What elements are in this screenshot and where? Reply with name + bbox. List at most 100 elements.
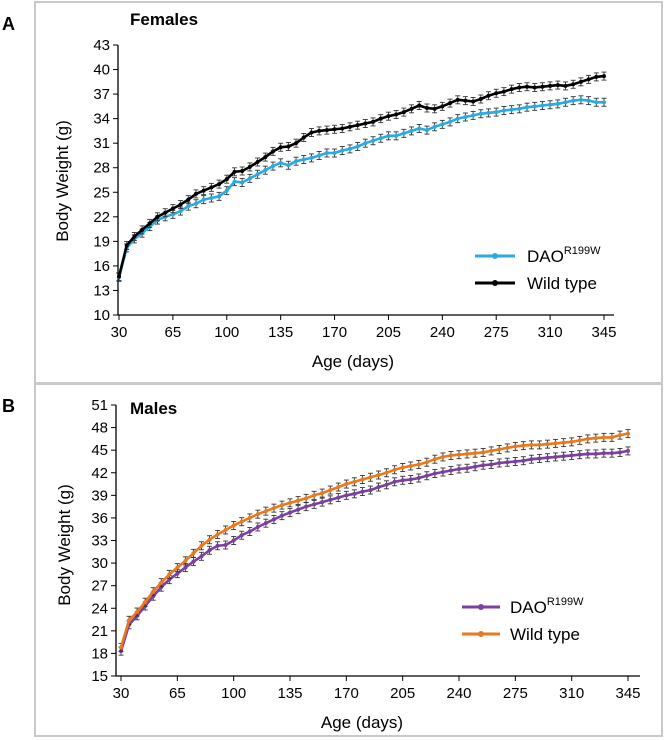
panel-b-x-tick-label: 135 (277, 685, 302, 702)
panel-b-x-tick-label: 205 (390, 685, 415, 702)
panel-b-x-tick-label: 100 (221, 685, 246, 702)
panel-b-xlabel: Age (days) (321, 713, 403, 732)
panel-b-wt-point (312, 493, 317, 498)
panel-b-dao-point (609, 451, 614, 456)
panel-a-dao-point (378, 136, 383, 141)
panel-b-dao-point (159, 585, 164, 590)
panel-a-dao-point (217, 194, 222, 199)
panel-b-dao-point (513, 459, 518, 464)
panel-b-dao-point (255, 524, 260, 529)
panel-b-y-tick-label: 45 (91, 442, 108, 459)
panel-b-wt-point (167, 572, 172, 577)
panel-a-wt-point (124, 243, 129, 248)
panel-a-dao-point (501, 108, 506, 113)
panel-b-wt-point (336, 485, 341, 490)
panel-a-wt-point (132, 234, 137, 239)
panel-b-legend: DAOR199W Wild type (462, 596, 584, 644)
panel-b-wt-point (457, 452, 461, 457)
panel-a-legend-dao-sup: R199W (564, 245, 601, 257)
panel-b-dao-point (199, 554, 204, 559)
panel-a-dao-point (224, 188, 229, 193)
panel-a-wt-point (178, 202, 183, 207)
panel-b-dao-point (296, 507, 301, 512)
panel-a-legend-dao-name: DAO (527, 247, 564, 266)
panel-b-wt-point (199, 543, 204, 548)
panel-b-x-tick-label: 170 (334, 685, 359, 702)
panel-b-dao-point (368, 488, 373, 493)
panel-b-wt-point (577, 438, 582, 443)
panel-a-wt-point (332, 127, 337, 132)
panel-a-dao-point (193, 201, 198, 206)
panel-b-dao-point (328, 497, 333, 502)
panel-a-x-tick-label: 205 (376, 324, 401, 341)
panel-a-y-tick-label: 19 (93, 233, 110, 250)
panel-a-dao-point (232, 179, 237, 184)
panel-a-wt-point (394, 112, 399, 117)
panel-b-wt-point (191, 551, 196, 556)
panel-a-wt-point (255, 160, 260, 164)
panel-b-wt-point (296, 498, 301, 503)
panel-b-dao-point (473, 464, 478, 469)
panel-b-wt-point (569, 439, 574, 444)
panel-a-wt-point (463, 98, 468, 103)
panel-a-wt-point (186, 197, 191, 202)
panel-b-wt-point (424, 460, 429, 465)
panel-a-dao-point (278, 160, 283, 165)
panel-a-x-tick-label: 100 (214, 324, 239, 341)
panel-b-dao-point (344, 493, 349, 498)
panel-a-dao-point (317, 153, 322, 158)
panel-b-y-tick-label: 18 (91, 645, 108, 662)
panel-b-dao-point (247, 529, 252, 534)
panel-b-wt-point (279, 503, 284, 508)
panel-b-wt-point (304, 496, 309, 501)
panel-b-frame (34, 383, 663, 737)
panel-a-dao-point (286, 163, 291, 168)
panel-b-wt-point (320, 491, 325, 496)
panel-b-legend-wt-marker (478, 631, 484, 637)
panel-b-wt-point (151, 589, 156, 594)
panel-b-x-tick-label: 30 (113, 685, 130, 702)
panel-b-y-tick-label: 39 (91, 487, 108, 504)
panel-a-wt-point (571, 82, 576, 87)
panel-b-letter: B (2, 396, 15, 416)
panel-a-dao-point (309, 155, 314, 160)
panel-a-wt-point (155, 214, 160, 219)
panel-b-wt-point (360, 477, 365, 482)
panel-b-dao-point (183, 565, 188, 570)
panel-a-wt-point (247, 164, 252, 169)
panel-b-x-tick-label: 240 (446, 685, 471, 702)
panel-b-wt-point (416, 462, 421, 467)
panel-a-wt-point (317, 128, 322, 133)
panel-a-wt-point (594, 74, 599, 79)
panel-a-dao-point (440, 122, 445, 127)
panel-a-dao-point (532, 104, 537, 109)
panel-a-dao-point (555, 101, 560, 106)
panel-a-wt-point (286, 144, 291, 149)
panel-a-dao-point (170, 212, 175, 217)
panel-b-wt-point (521, 443, 526, 448)
panel-b-x-tick-label: 275 (503, 685, 528, 702)
panel-b-wt-point (368, 475, 373, 480)
panel-a-y-tick-label: 25 (93, 184, 110, 201)
panel-a-dao-point (363, 141, 368, 146)
panel-b-wt-point (545, 442, 550, 447)
panel-b-wt-point (271, 506, 276, 511)
panel-a-y-tick-label: 22 (93, 209, 110, 226)
panel-a-dao-point (263, 168, 268, 173)
panel-a-wt-point (386, 114, 391, 119)
panel-b-dao-point (569, 453, 574, 458)
panel-a-legend-wt-marker (492, 280, 498, 286)
panel-a-wt-point (401, 110, 406, 115)
panel-a-ticks: 10 13 16 19 22 25 28 31 34 37 40 43 30 65 100 135 170 205… (93, 37, 616, 341)
panel-a-x-tick-label: 170 (322, 324, 347, 341)
panel-b-dao-point (223, 543, 228, 548)
panel-a-wt-point (240, 169, 245, 173)
panel-a-legend-wt-label: Wild type (527, 274, 597, 293)
panel-a-dao-point (186, 204, 191, 209)
panel-a-dao-point (586, 98, 591, 103)
panel-a-dao-point (525, 105, 530, 110)
panel-a-wt-point (517, 85, 522, 90)
panel-a-dao-point (594, 100, 599, 105)
panel-a-dao-point (509, 107, 514, 112)
